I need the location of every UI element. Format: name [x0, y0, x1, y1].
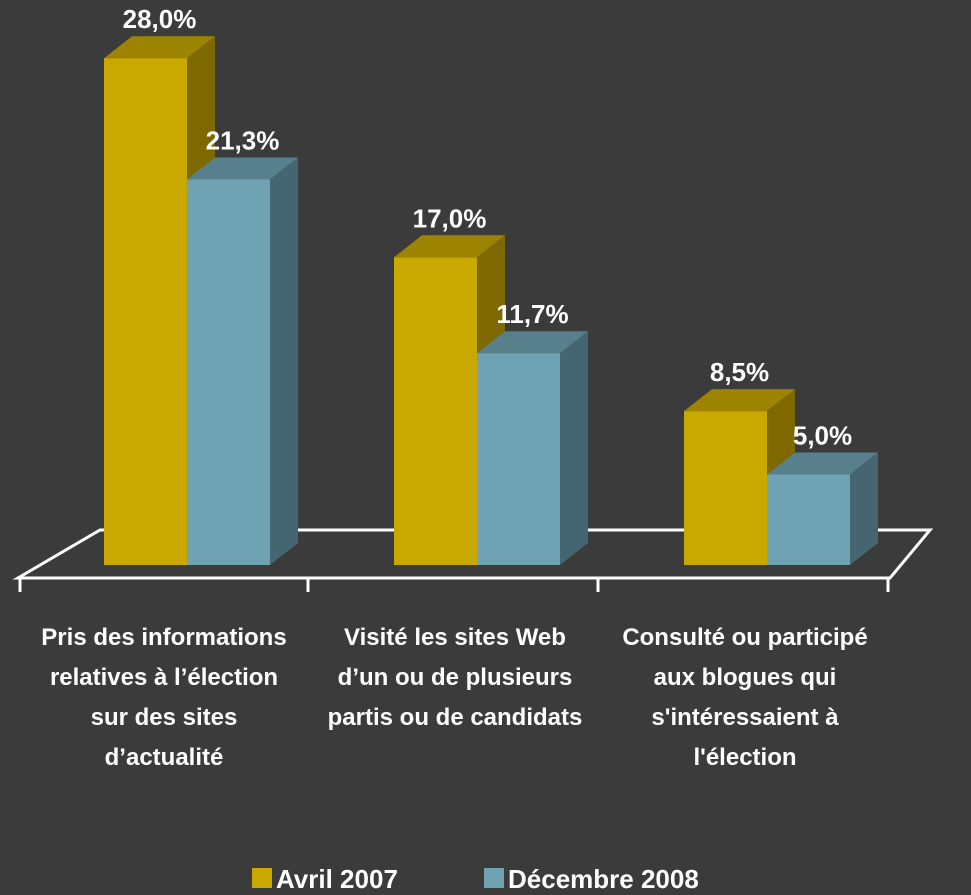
category-label: Visité les sites Web d’un ou de plusieur… — [327, 624, 583, 731]
value-label: 28,0% — [123, 4, 197, 34]
value-label: 11,7% — [496, 299, 568, 329]
bar — [394, 257, 477, 565]
legend-swatch — [252, 868, 272, 888]
bar-side — [560, 331, 588, 565]
bar — [767, 474, 850, 565]
bar — [187, 179, 270, 565]
value-label: 17,0% — [413, 203, 487, 233]
bar-side — [270, 157, 298, 565]
bar — [477, 353, 560, 565]
value-label: 8,5% — [710, 357, 769, 387]
bar-side — [850, 452, 878, 565]
legend-label: Avril 2007 — [276, 864, 398, 894]
bar-top — [767, 452, 878, 475]
category-label: Pris des informations relatives à l’élec… — [41, 624, 287, 771]
value-label: 21,3% — [206, 125, 280, 155]
bar-top — [187, 157, 298, 180]
bar — [684, 411, 767, 565]
value-label: 5,0% — [793, 421, 852, 451]
category-label: Consulté ou participé aux blogues qui s'… — [622, 624, 868, 771]
bar-top — [684, 389, 795, 412]
legend-label: Décembre 2008 — [508, 864, 699, 894]
bar-top — [394, 235, 505, 258]
bar — [104, 58, 187, 565]
bar-top — [104, 36, 215, 59]
legend-swatch — [484, 868, 504, 888]
bar-top — [477, 331, 588, 354]
